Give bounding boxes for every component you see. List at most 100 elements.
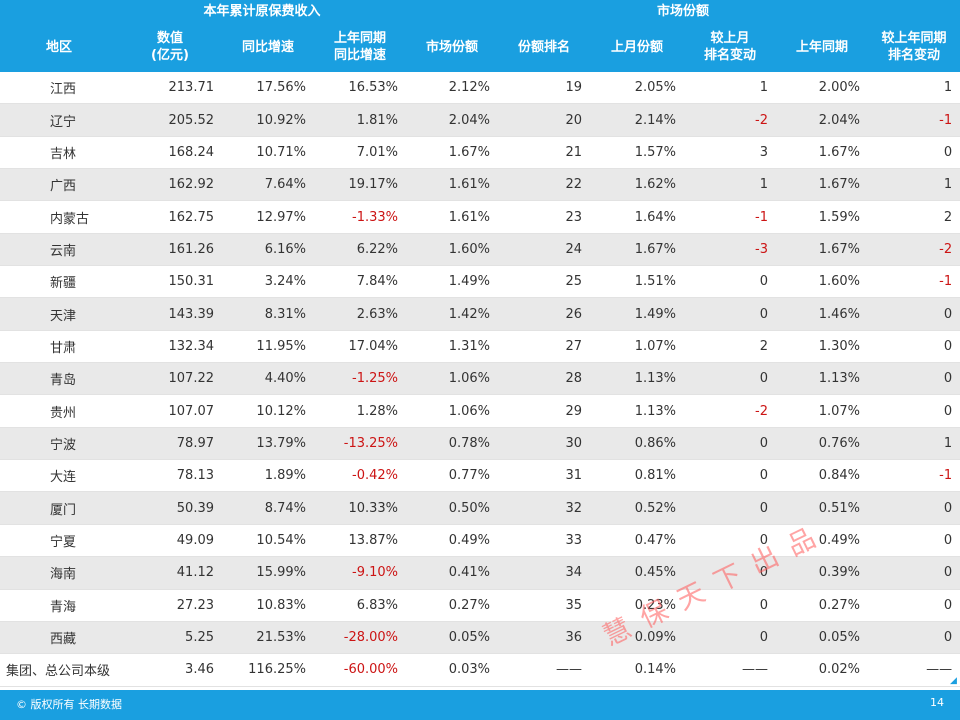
cell-yoy: 1.89% [222,459,314,493]
cell-chg-year: -1 [868,459,960,493]
cell-chg-year: 1 [868,427,960,461]
cell-last-year: 1.59% [776,200,869,234]
cell-value: 132.34 [118,330,222,364]
cell-last-month: 0.14% [590,653,685,687]
cell-last-yoy: 7.01% [314,136,407,170]
cell-value: 41.12 [118,556,222,590]
cell-value: 205.52 [118,103,222,137]
cell-rank: 36 [498,621,591,655]
cell-share: 1.61% [406,168,499,202]
cell-share: 1.06% [406,394,499,428]
cell-last-month: 0.52% [590,491,685,525]
cell-region: 大连 [0,459,118,493]
table-row: 辽宁 205.52 10.92% 1.81% 2.04% 20 2.14% -2 2.04% -1 [0,103,960,137]
cell-yoy: 6.16% [222,233,314,267]
cell-yoy: 10.92% [222,103,314,137]
cell-chg-year: -1 [868,103,960,137]
cell-value: 49.09 [118,524,222,558]
cell-last-year: 1.07% [776,394,869,428]
cell-region: 青岛 [0,362,118,396]
cell-value: 5.25 [118,621,222,655]
cell-chg-year: 2 [868,200,960,234]
cell-region: 甘肃 [0,330,118,364]
table-row: 云南 161.26 6.16% 6.22% 1.60% 24 1.67% -3 1.67% -2 [0,233,960,267]
cell-chg-month: 1 [684,168,777,202]
cell-chg-month: 0 [684,556,777,590]
cell-chg-month: -2 [684,394,777,428]
cell-rank: 26 [498,297,591,331]
cell-last-yoy: -1.25% [314,362,407,396]
cell-value: 50.39 [118,491,222,525]
cell-last-yoy: 1.81% [314,103,407,137]
cell-last-year: 0.05% [776,621,869,655]
cell-last-year: 1.60% [776,265,869,299]
col-header-value: 数值 (亿元) [118,22,222,72]
cell-value: 143.39 [118,297,222,331]
cell-last-month: 1.51% [590,265,685,299]
cell-chg-month: -1 [684,200,777,234]
cell-chg-month: 0 [684,459,777,493]
cell-rank: 21 [498,136,591,170]
cell-value: 78.13 [118,459,222,493]
cell-last-month: 2.14% [590,103,685,137]
table-row: 海南 41.12 15.99% -9.10% 0.41% 34 0.45% 0 0.39% 0 [0,556,960,590]
table-row: 青海 27.23 10.83% 6.83% 0.27% 35 0.23% 0 0.27% 0 [0,589,960,622]
cell-yoy: 13.79% [222,427,314,461]
cell-chg-month: -2 [684,103,777,137]
footer-bar: © 版权所有 长期数据 14 [0,690,960,720]
cell-last-yoy: -13.25% [314,427,407,461]
cell-last-year: 0.27% [776,589,869,622]
cell-last-month: 0.09% [590,621,685,655]
cell-region: 海南 [0,556,118,590]
table-row: 宁夏 49.09 10.54% 13.87% 0.49% 33 0.47% 0 0.49% 0 [0,524,960,558]
cell-last-year: 0.39% [776,556,869,590]
cell-chg-year: —— [868,653,960,687]
cell-region: 天津 [0,297,118,331]
cell-yoy: 8.74% [222,491,314,525]
cell-share: 1.42% [406,297,499,331]
cell-last-month: 0.47% [590,524,685,558]
cell-last-month: 1.57% [590,136,685,170]
cell-region: 西藏 [0,621,118,655]
cell-last-month: 0.45% [590,556,685,590]
cell-rank: 20 [498,103,591,137]
cell-chg-year: 0 [868,556,960,590]
cell-yoy: 10.54% [222,524,314,558]
table-row: 集团、总公司本级 3.46 116.25% -60.00% 0.03% —— 0.14% ——… [0,653,960,687]
corner-mark-icon: ◢ [950,676,957,686]
cell-last-yoy: -60.00% [314,653,407,687]
cell-yoy: 3.24% [222,265,314,299]
cell-last-year: 1.67% [776,136,869,170]
group-header-market-share: 市场份额 [406,0,960,22]
cell-share: 0.41% [406,556,499,590]
cell-chg-year: 0 [868,362,960,396]
cell-last-month: 2.05% [590,72,685,105]
cell-chg-year: 0 [868,136,960,170]
cell-last-month: 1.62% [590,168,685,202]
cell-region: 广西 [0,168,118,202]
cell-value: 161.26 [118,233,222,267]
cell-yoy: 10.12% [222,394,314,428]
cell-last-year: 1.13% [776,362,869,396]
cell-chg-month: 0 [684,297,777,331]
cell-region: 内蒙古 [0,200,118,234]
cell-yoy: 10.71% [222,136,314,170]
cell-last-year: 2.00% [776,72,869,105]
cell-share: 1.60% [406,233,499,267]
cell-yoy: 10.83% [222,589,314,622]
cell-yoy: 11.95% [222,330,314,364]
cell-last-yoy: 1.28% [314,394,407,428]
cell-last-year: 0.51% [776,491,869,525]
cell-yoy: 21.53% [222,621,314,655]
cell-value: 150.31 [118,265,222,299]
cell-chg-year: 0 [868,621,960,655]
cell-last-yoy: -0.42% [314,459,407,493]
cell-last-yoy: 16.53% [314,72,407,105]
cell-last-yoy: -9.10% [314,556,407,590]
cell-share: 0.03% [406,653,499,687]
page-number: 14 [930,696,944,709]
col-header-rank-change-year: 较上年同期 排名变动 [868,22,960,72]
cell-last-month: 1.64% [590,200,685,234]
cell-share: 0.50% [406,491,499,525]
cell-rank: —— [498,653,591,687]
